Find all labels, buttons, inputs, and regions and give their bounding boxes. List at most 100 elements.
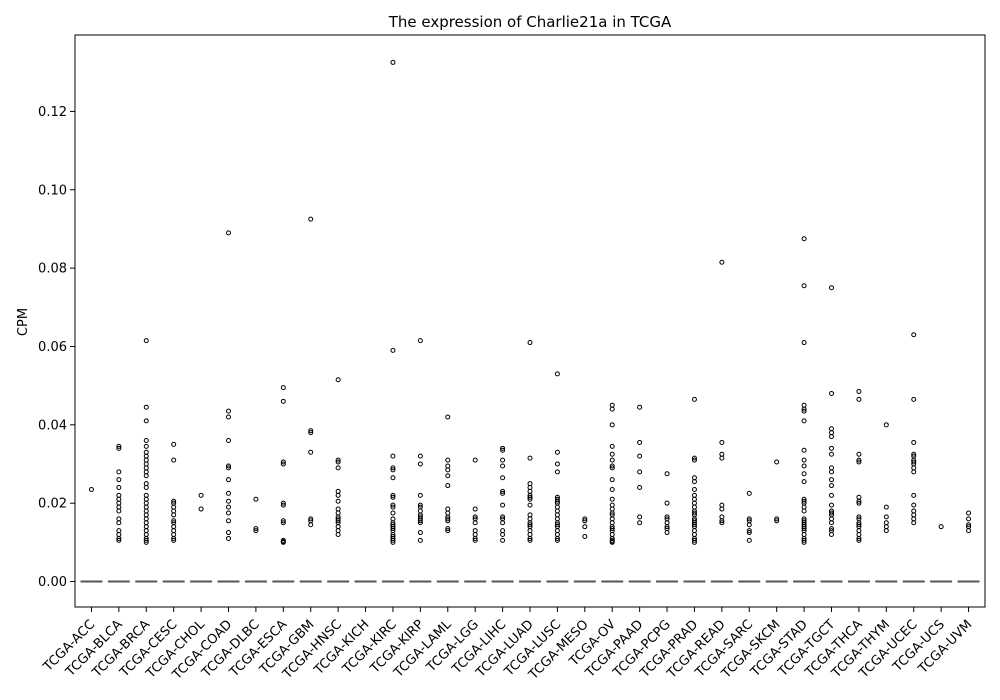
- outlier-point: [390, 494, 396, 500]
- outlier-point: [719, 520, 725, 526]
- outlier-point: [856, 522, 862, 528]
- outlier-point: [225, 498, 231, 504]
- outlier-point: [856, 500, 862, 506]
- outlier-point: [116, 537, 122, 543]
- outlier-point: [966, 510, 972, 516]
- outlier-point: [637, 485, 643, 491]
- outlier-point: [472, 520, 478, 526]
- outlier-point: [143, 443, 149, 449]
- outlier-point: [171, 512, 177, 518]
- outlier-point: [746, 522, 752, 528]
- outlier-point: [280, 520, 286, 526]
- outlier-point: [801, 447, 807, 453]
- outlier-point: [829, 469, 835, 475]
- outlier-point: [390, 347, 396, 353]
- outlier-point: [335, 510, 341, 516]
- outlier-point: [801, 479, 807, 485]
- outlier-point: [609, 532, 615, 538]
- outlier-point: [445, 457, 451, 463]
- outlier-point: [445, 506, 451, 512]
- outlier-point: [911, 451, 917, 457]
- outlier-point: [116, 443, 122, 449]
- outlier-point: [390, 467, 396, 473]
- outlier-point: [582, 533, 588, 539]
- plot-frame: [74, 34, 986, 608]
- outlier-point: [335, 506, 341, 512]
- outlier-point: [390, 502, 396, 508]
- outlier-point: [143, 404, 149, 410]
- outlier-point: [801, 508, 807, 514]
- outlier-point: [527, 512, 533, 518]
- outlier-point: [500, 488, 506, 494]
- outlier-point: [829, 520, 835, 526]
- outlier-point: [445, 518, 451, 524]
- outlier-point: [116, 445, 122, 451]
- outlier-point: [143, 473, 149, 479]
- outlier-point: [829, 451, 835, 457]
- outlier-point: [829, 426, 835, 432]
- outlier-point: [390, 59, 396, 65]
- outlier-point: [801, 457, 807, 463]
- outlier-point: [116, 469, 122, 475]
- outlier-point: [883, 528, 889, 534]
- outlier-point: [390, 453, 396, 459]
- outlier-point: [500, 463, 506, 469]
- outlier-point: [171, 532, 177, 538]
- outlier-point: [143, 485, 149, 491]
- outlier-point: [554, 535, 560, 541]
- outlier-point: [856, 535, 862, 541]
- outlier-point: [225, 490, 231, 496]
- outlier-point: [225, 408, 231, 414]
- outlier-point: [225, 477, 231, 483]
- outlier-point: [445, 463, 451, 469]
- outlier-point: [171, 524, 177, 530]
- outlier-point: [829, 516, 835, 522]
- outlier-point: [554, 522, 560, 528]
- outlier-point: [116, 496, 122, 502]
- outlier-point: [609, 510, 615, 516]
- outlier-point: [691, 455, 697, 461]
- outlier-point: [445, 414, 451, 420]
- outlier-point: [225, 463, 231, 469]
- outlier-point: [335, 518, 341, 524]
- outlier-point: [801, 504, 807, 510]
- outlier-point: [911, 439, 917, 445]
- outlier-point: [664, 500, 670, 506]
- outlier-point: [390, 475, 396, 481]
- outlier-point: [116, 508, 122, 514]
- outlier-point: [527, 488, 533, 494]
- outlier-point: [911, 520, 917, 526]
- outlier-point: [829, 532, 835, 538]
- outlier-point: [171, 498, 177, 504]
- outlier-point: [801, 408, 807, 414]
- outlier-point: [746, 537, 752, 543]
- outlier-point: [829, 492, 835, 498]
- outlier-point: [719, 518, 725, 524]
- outlier-point: [609, 539, 615, 545]
- outlier-point: [637, 520, 643, 526]
- outlier-point: [911, 396, 917, 402]
- outlier-point: [335, 488, 341, 494]
- outlier-point: [143, 449, 149, 455]
- outlier-point: [143, 457, 149, 463]
- outlier-point: [253, 528, 259, 534]
- outlier-point: [829, 434, 835, 440]
- outlier-point: [527, 496, 533, 502]
- outlier-point: [143, 520, 149, 526]
- y-tick-label: 0.08: [38, 262, 67, 277]
- outlier-point: [335, 532, 341, 538]
- outlier-point: [609, 451, 615, 457]
- outlier-point: [280, 518, 286, 524]
- outlier-point: [637, 404, 643, 410]
- outlier-point: [171, 441, 177, 447]
- outlier-point: [691, 486, 697, 492]
- outlier-point: [719, 451, 725, 457]
- chart-title: The expression of Charlie21a in TCGA: [388, 13, 672, 31]
- outlier-point: [445, 467, 451, 473]
- outlier-point: [335, 528, 341, 534]
- outlier-point: [225, 518, 231, 524]
- outlier-point: [554, 461, 560, 467]
- outlier-point: [746, 490, 752, 496]
- outlier-point: [225, 530, 231, 536]
